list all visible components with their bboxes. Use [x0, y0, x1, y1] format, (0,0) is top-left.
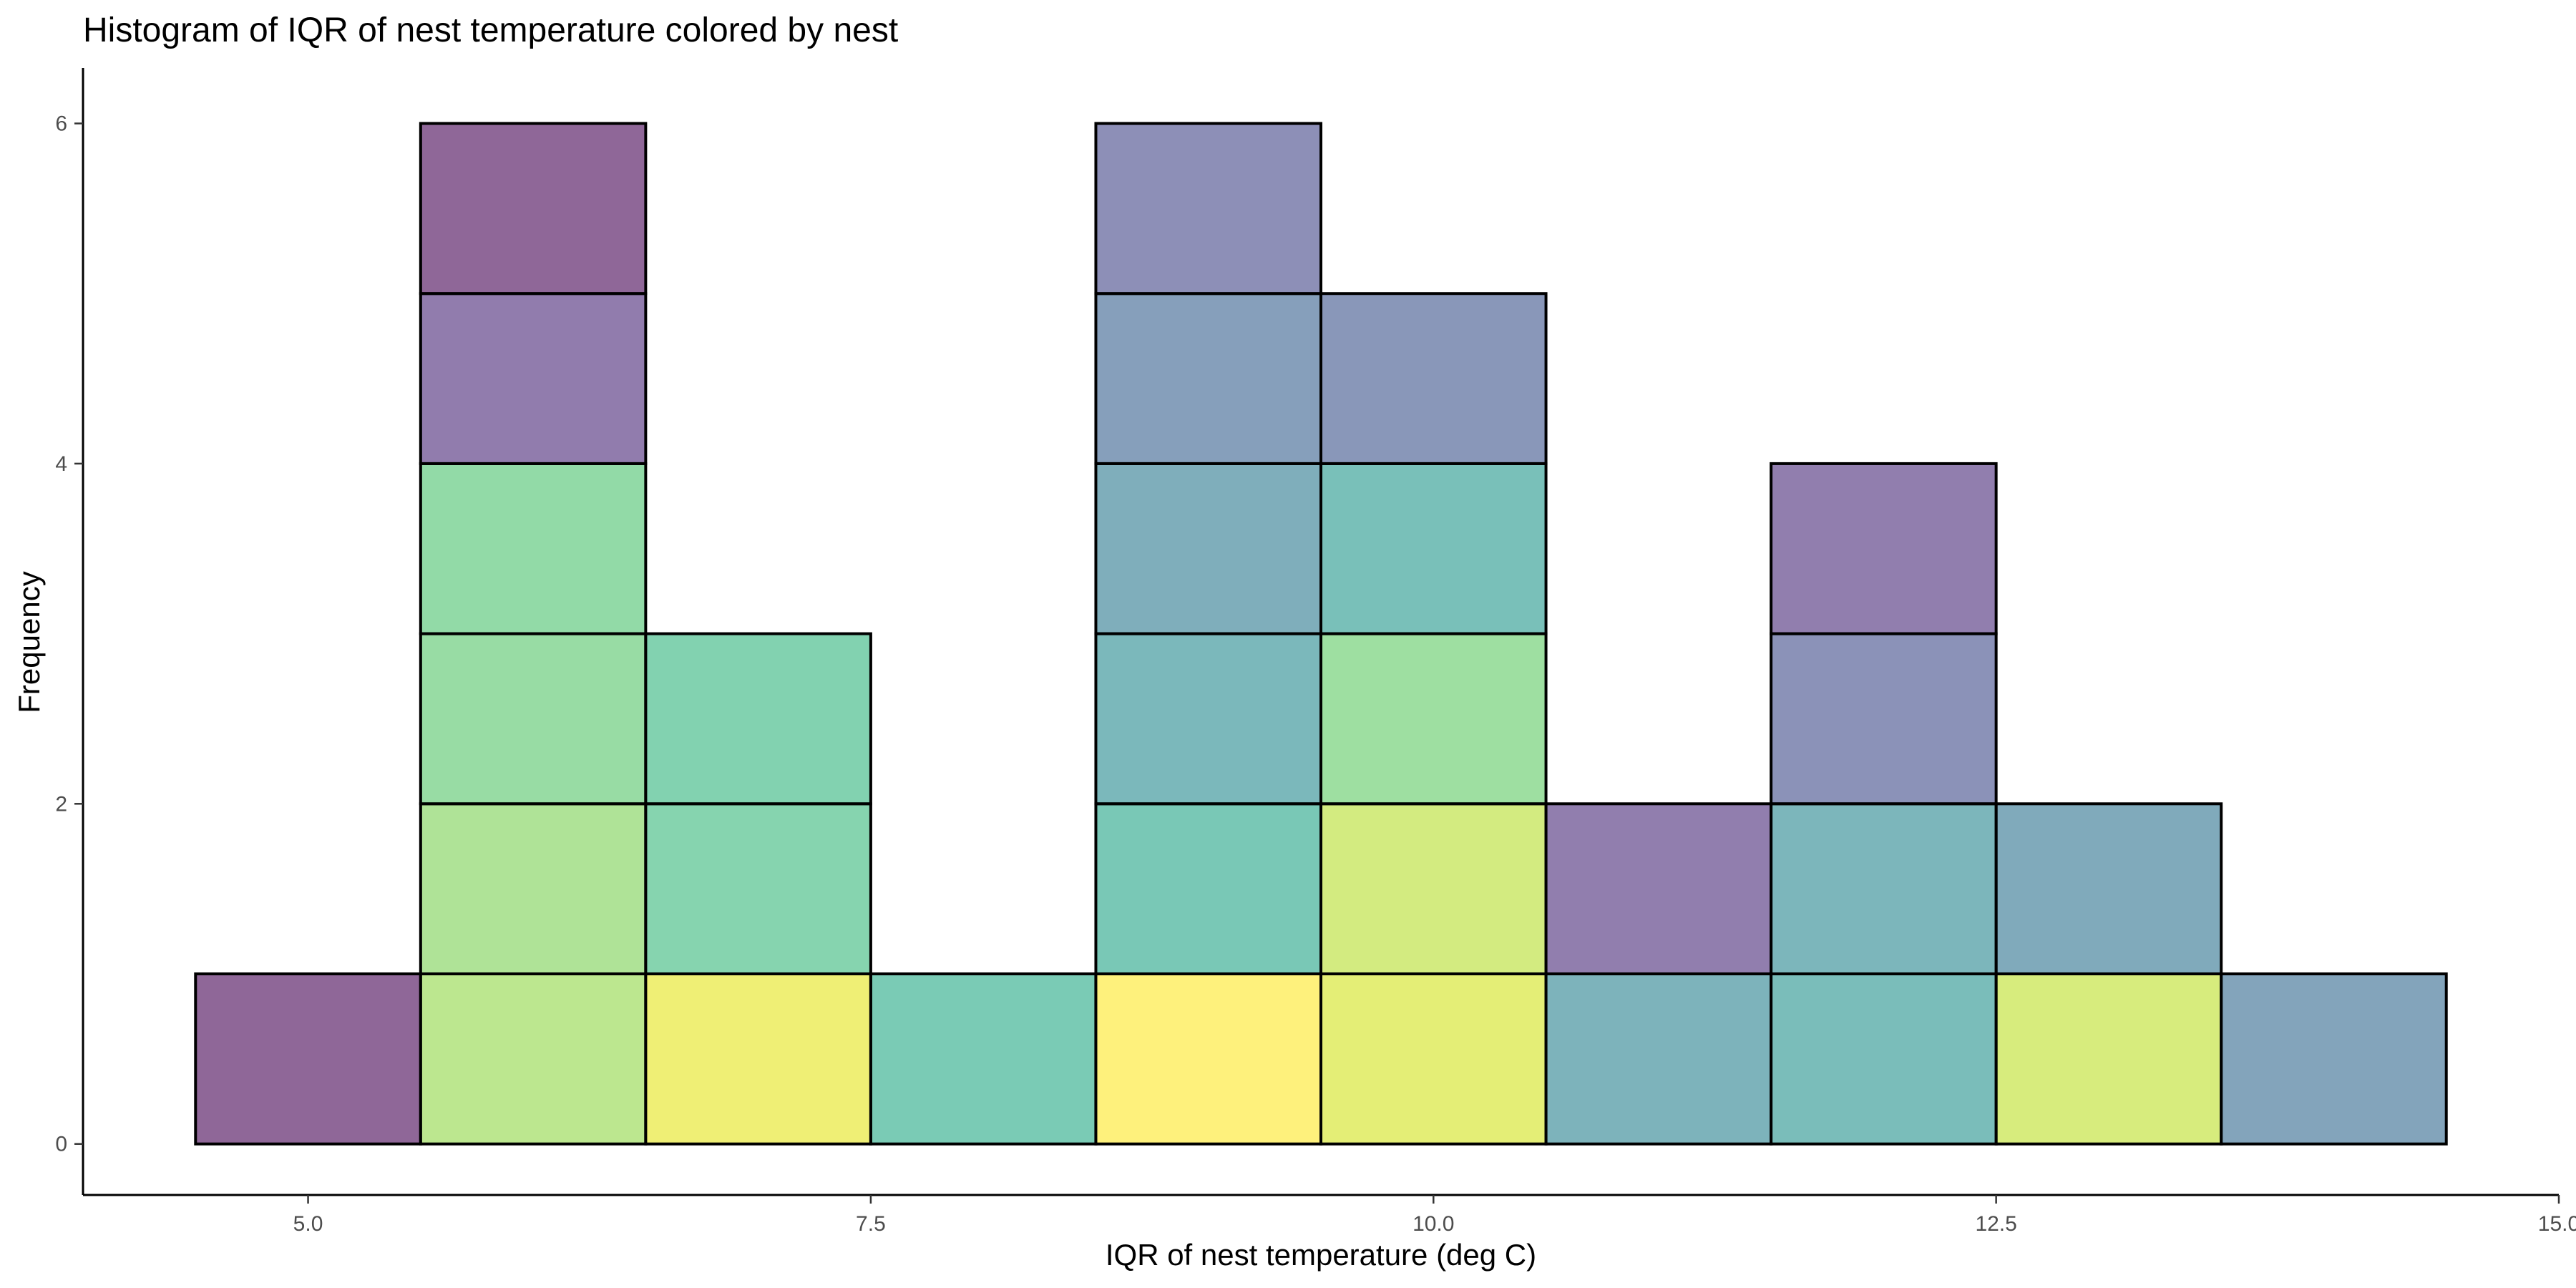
histogram-bar-segment — [644, 802, 872, 976]
histogram-bar-segment — [1094, 972, 1323, 1146]
histogram-bar-segment — [419, 972, 648, 1146]
y-tick-label: 2 — [55, 792, 67, 816]
histogram-bar-segment — [1770, 462, 1998, 635]
histogram-bar-segment — [1994, 802, 2223, 976]
x-tick-label: 15.0 — [2538, 1212, 2576, 1236]
histogram-bar-segment — [1319, 292, 1548, 465]
x-tick-label: 12.5 — [1975, 1212, 2016, 1236]
y-tick-label: 6 — [55, 112, 67, 136]
histogram-bar-segment — [644, 632, 872, 806]
x-tick-label: 10.0 — [1413, 1212, 1454, 1236]
x-axis-ticks: 5.0 7.5 10.0 12.5 15.0 — [293, 1195, 2576, 1236]
histogram-bar-segment — [1770, 632, 1998, 806]
histogram-bar-segment — [1544, 802, 1773, 976]
histogram-bar-segment — [1770, 972, 1998, 1146]
histogram-bar-segment — [419, 122, 648, 296]
histogram-bar-segment — [1094, 292, 1323, 465]
histogram-bar-segment — [1319, 632, 1548, 806]
histogram-bar-segment — [869, 972, 1098, 1146]
y-tick-label: 0 — [55, 1133, 67, 1156]
y-axis-ticks: 0 2 4 6 — [55, 112, 83, 1156]
histogram-bar-segment — [1994, 972, 2223, 1146]
histogram-bar-segment — [2220, 972, 2448, 1146]
histogram-bar-segment — [1544, 972, 1773, 1146]
histogram-bars — [194, 122, 2448, 1146]
histogram-bar-segment — [1319, 802, 1548, 976]
histogram-bar-segment — [1094, 122, 1323, 296]
histogram-bar-segment — [1094, 632, 1323, 806]
x-axis-title: IQR of nest temperature (deg C) — [1106, 1238, 1536, 1272]
y-axis-title: Frequency — [12, 571, 46, 713]
histogram-bar-segment — [644, 972, 872, 1146]
histogram-bar-segment — [419, 802, 648, 976]
histogram-bar-segment — [1094, 802, 1323, 976]
y-tick-label: 4 — [55, 452, 67, 476]
histogram-bar-segment — [1319, 972, 1548, 1146]
chart-title: Histogram of IQR of nest temperature col… — [83, 11, 898, 49]
histogram-bar-segment — [1770, 802, 1998, 976]
histogram-bar-segment — [419, 632, 648, 806]
histogram-bar-segment — [194, 972, 422, 1146]
histogram-bar-segment — [419, 292, 648, 465]
histogram-bar-segment — [1094, 462, 1323, 635]
x-tick-label: 7.5 — [856, 1212, 886, 1236]
histogram-bar-segment — [419, 462, 648, 635]
x-tick-label: 5.0 — [293, 1212, 323, 1236]
histogram-bar-segment — [1319, 462, 1548, 635]
